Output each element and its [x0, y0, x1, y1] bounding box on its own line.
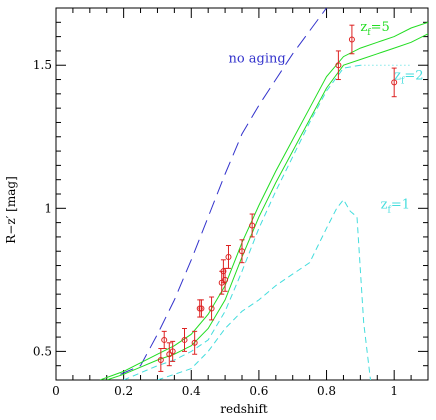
series-line-z-f-1	[157, 198, 371, 380]
x-tick-label: 0.8	[317, 384, 336, 398]
data-points	[157, 24, 398, 372]
series-line-z-f-5-upper-	[99, 21, 428, 380]
data-point	[191, 339, 198, 346]
data-point	[222, 276, 229, 283]
data-point	[239, 248, 245, 255]
data-point	[391, 79, 398, 86]
data-point	[169, 348, 176, 355]
series-line-no-aging	[120, 8, 328, 375]
y-tick-label: 1	[44, 201, 52, 215]
series-line-z-f-2	[123, 64, 361, 380]
curve-labels: no aging zf=5 zf=2 zf=1	[228, 20, 423, 215]
x-tick-label: 0.4	[182, 384, 201, 398]
axis-ticks: 0 0.2 0.4 0.6 0.8 1 0.5 1 1.5	[33, 8, 428, 398]
y-tick-label: 1.5	[33, 58, 52, 72]
label-zf2: zf=2	[394, 69, 423, 87]
y-axis-label: R−z′ [mag]	[4, 176, 18, 244]
data-point	[208, 305, 215, 312]
label-zf5: zf=5	[360, 20, 389, 38]
data-point	[198, 305, 205, 312]
data-point	[157, 356, 164, 363]
model-curves	[99, 8, 428, 380]
x-axis-label: redshift	[220, 402, 268, 416]
data-point	[181, 336, 188, 343]
label-zf1: zf=1	[381, 197, 410, 215]
data-point	[196, 305, 203, 312]
data-point	[161, 336, 168, 343]
data-point	[335, 62, 342, 69]
label-no-aging: no aging	[228, 51, 285, 66]
series-line-z-f-5-lower-	[106, 33, 428, 380]
data-point	[249, 222, 256, 229]
data-point	[348, 36, 355, 43]
x-tick-label: 1	[390, 384, 398, 398]
y-tick-label: 0.5	[33, 344, 52, 358]
data-point	[225, 253, 232, 260]
x-tick-label: 0.2	[114, 384, 133, 398]
x-tick-label: 0.6	[249, 384, 268, 398]
x-tick-label: 0	[52, 384, 60, 398]
